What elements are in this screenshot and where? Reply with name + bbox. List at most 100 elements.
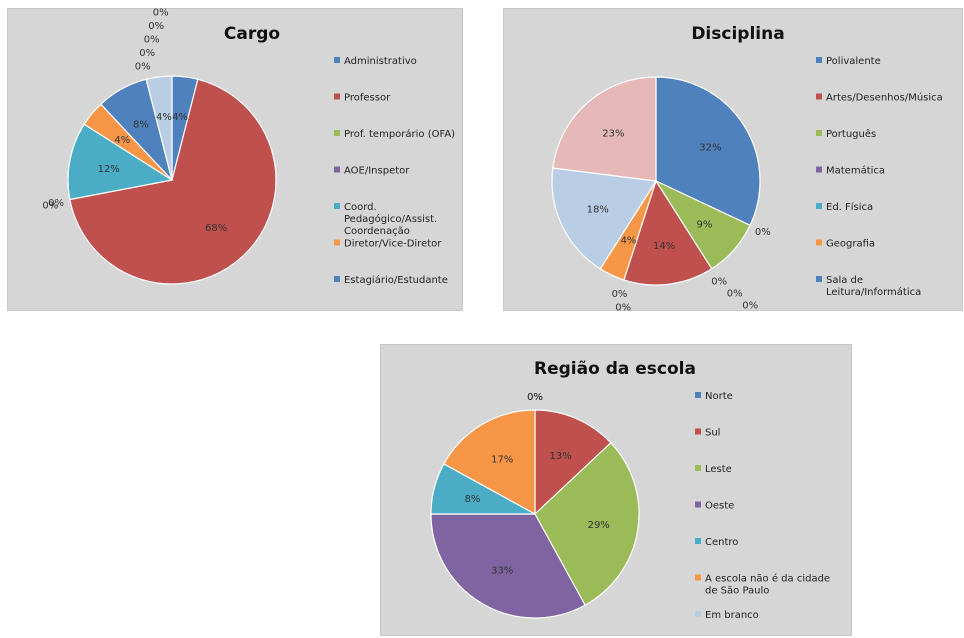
- data-label: 0%: [48, 198, 64, 209]
- data-label: 0%: [615, 303, 631, 312]
- legend-label: A escola não é da cidade de São Paulo: [705, 573, 830, 597]
- data-label: 18%: [587, 205, 609, 216]
- data-label: 0%: [612, 289, 628, 300]
- legend-swatch: [695, 574, 701, 581]
- data-label: 9%: [696, 220, 712, 231]
- legend: Polivalente Artes/Desenhos/Música Portuguê…: [816, 56, 943, 298]
- pie-slice: [551, 167, 658, 270]
- pie-slice: [552, 76, 657, 182]
- legend-swatch: [334, 130, 340, 136]
- legend-swatch: [816, 276, 822, 282]
- chart-panel-regiao: Região da escola 0% 13% 29% 33% 8% 17% 0% Nort…: [380, 344, 852, 636]
- chart-title: Cargo: [224, 24, 280, 44]
- data-label: 0%: [42, 201, 58, 212]
- legend-label: Ed. Física: [826, 201, 873, 213]
- data-label: 68%: [205, 223, 227, 234]
- legend-label: Polivalente: [826, 56, 881, 67]
- legend-label: Norte: [705, 391, 733, 402]
- data-label: 0%: [755, 227, 771, 238]
- pie-slice: [443, 409, 536, 516]
- legend-label: Sala de Leitura/Informática: [826, 275, 921, 298]
- pie-slice: [534, 409, 612, 516]
- pie-slices: [430, 409, 640, 619]
- pie-slices: [551, 76, 761, 286]
- pie-slice: [534, 441, 640, 606]
- data-label: 8%: [133, 120, 149, 131]
- data-label: 0%: [148, 21, 164, 32]
- pie-labels: 4%68%0%0%12%4%8%0%0%0%0%0%4%: [42, 8, 227, 234]
- legend-label: Coord. Pedagógico/Assist. Coordenação: [344, 202, 437, 237]
- legend-label: Português: [826, 128, 876, 140]
- pie-slice: [655, 76, 761, 227]
- data-label: 0%: [144, 35, 160, 46]
- pie-labels: 32%0%9%0%0%0%0%14%0%0%0%4%18%23%: [587, 129, 771, 312]
- legend-swatch: [334, 276, 340, 282]
- data-label: 4%: [114, 135, 130, 146]
- legend-swatch: [695, 501, 701, 508]
- chart-title: Disciplina: [691, 24, 784, 44]
- data-label: 0%: [153, 8, 169, 19]
- chart-regiao-da-escola: Região da escola 0%13%29%33%8%17%0% Nort…: [430, 359, 830, 621]
- legend-swatch: [816, 57, 822, 63]
- pie-slice: [430, 513, 586, 619]
- legend-swatch: [695, 392, 701, 398]
- legend-swatch: [816, 203, 822, 209]
- chart-cargo: Cargo 4%68%0%0%12%4%8%0%0%0%0%0%4% Admin…: [42, 8, 455, 286]
- data-label: 0%: [711, 277, 727, 288]
- data-label: 8%: [465, 494, 481, 505]
- legend-swatch: [334, 166, 340, 173]
- chart-panel-disciplina: Disciplina 32%0%9%0%0%0%0%14%0%0%0%4%18%…: [503, 8, 963, 311]
- legend-swatch: [695, 465, 701, 471]
- data-label: 14%: [653, 241, 675, 252]
- data-label: 29%: [588, 520, 610, 531]
- legend-swatch: [816, 239, 822, 246]
- data-label: 0%: [527, 392, 543, 403]
- data-label: 4%: [172, 112, 188, 123]
- pie-slice: [69, 78, 277, 285]
- legend-label: Leste: [705, 464, 732, 475]
- pie-slice: [145, 75, 173, 181]
- legend-swatch: [816, 166, 822, 173]
- data-label: 4%: [621, 235, 637, 246]
- data-label: 23%: [602, 129, 624, 140]
- legend-label: Em branco: [705, 610, 759, 621]
- legend-swatch: [816, 130, 822, 136]
- chart-panel-cargo: Cargo 4% 68% 0% 0% 12% 4% 8% 0% 0% 0% 0% 0% 4% Admin…: [7, 8, 463, 311]
- pie-slice: [623, 179, 713, 286]
- data-label: 13%: [549, 451, 571, 462]
- legend-swatch: [695, 611, 701, 617]
- data-label: 4%: [156, 112, 172, 123]
- pie-labels: 0%13%29%33%8%17%0%: [465, 392, 610, 577]
- chart-title: Região da escola: [534, 359, 696, 379]
- legend-swatch: [334, 93, 340, 100]
- data-label: 12%: [98, 164, 120, 175]
- legend-label: Administrativo: [344, 56, 417, 67]
- legend-label: Diretor/Vice-Diretor: [344, 239, 442, 250]
- legend-swatch: [334, 239, 340, 246]
- pie-slice: [67, 123, 174, 201]
- legend-swatch: [695, 538, 701, 544]
- legend-label: Sul: [705, 428, 720, 439]
- data-label: 32%: [699, 142, 721, 153]
- data-label: 0%: [139, 48, 155, 59]
- legend-label: Geografia: [826, 239, 875, 250]
- legend-label: Oeste: [705, 501, 734, 512]
- data-label: 0%: [527, 392, 543, 403]
- legend-swatch: [816, 93, 822, 100]
- legend: Administrativo Professor Prof. temporário …: [334, 56, 455, 286]
- legend-label: Estagiário/Estudante: [344, 274, 448, 286]
- data-label: 0%: [742, 300, 758, 311]
- data-label: 33%: [491, 566, 513, 577]
- legend-swatch: [334, 203, 340, 209]
- legend-label: Prof. temporário (OFA): [344, 128, 455, 140]
- data-label: 0%: [727, 289, 743, 300]
- legend: Norte Sul Leste Oeste Centro A escola não é d…: [695, 391, 830, 621]
- legend-swatch: [334, 57, 340, 63]
- legend-label: Artes/Desenhos/Música: [826, 92, 943, 104]
- pie-slices: [67, 75, 277, 285]
- legend-label: Centro: [705, 537, 738, 548]
- legend-swatch: [695, 428, 701, 435]
- chart-disciplina: Disciplina 32%0%9%0%0%0%0%14%0%0%0%4%18%…: [551, 24, 943, 312]
- legend-label: Professor: [344, 93, 391, 104]
- data-label: 0%: [135, 62, 151, 73]
